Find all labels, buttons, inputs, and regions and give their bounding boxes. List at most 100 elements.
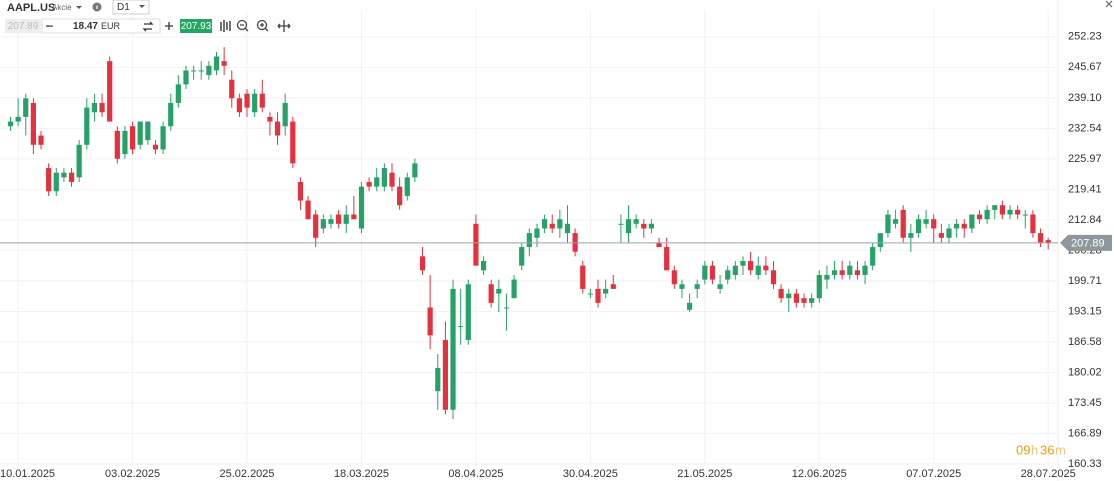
candle-body — [931, 219, 937, 229]
candle-body — [53, 172, 59, 192]
y-tick-label: 173.45 — [1068, 397, 1102, 409]
zoom-in-icon[interactable] — [256, 19, 268, 31]
candle-body — [358, 186, 365, 229]
chart-type-icon[interactable] — [220, 20, 231, 32]
countdown-h: h — [1031, 442, 1038, 457]
candle-body — [374, 177, 380, 187]
zoom-out-mark — [240, 24, 249, 32]
buy-button[interactable] — [180, 19, 212, 33]
candle-body — [114, 130, 120, 159]
y-tick-label: 232.54 — [1068, 122, 1102, 134]
candle-body — [618, 223, 624, 225]
candle-body — [915, 219, 922, 234]
candle-body — [885, 214, 891, 234]
candle-body — [389, 172, 395, 187]
plus-icon[interactable] — [165, 22, 173, 30]
candle-body — [23, 98, 29, 117]
candle-body — [679, 284, 685, 289]
amount: 18.47 — [73, 21, 98, 32]
candle-body — [480, 261, 487, 271]
candle-body — [999, 205, 1005, 215]
candle-body — [1030, 214, 1036, 234]
x-tick-label: 25.02.2025 — [219, 468, 274, 480]
candle-body — [107, 61, 113, 122]
candle-body — [816, 274, 822, 299]
candle-body — [335, 214, 342, 224]
candle-body — [542, 219, 548, 229]
candle-body — [221, 61, 227, 66]
timeframe-select[interactable] — [112, 0, 150, 15]
candle-body — [236, 98, 242, 113]
candle-body — [870, 247, 876, 266]
candle-body — [809, 298, 815, 303]
candle-body — [152, 144, 159, 150]
zoom-out-icon[interactable] — [236, 19, 248, 31]
info-icon-mark — [96, 5, 98, 9]
candle-body — [892, 219, 899, 224]
amount-field[interactable] — [41, 18, 161, 34]
candle-body — [580, 265, 586, 289]
countdown-m: m — [1055, 442, 1066, 457]
y-tick-label: 186.58 — [1068, 336, 1102, 348]
candle-body — [267, 116, 273, 122]
candle-body — [992, 205, 998, 210]
candle-body — [183, 70, 189, 85]
candle-body — [709, 265, 716, 280]
candle-body — [976, 214, 983, 220]
x-tick-label: 08.04.2025 — [448, 468, 503, 480]
symbol[interactable]: AAPL.US — [7, 2, 55, 14]
candle-body — [717, 284, 723, 289]
candle-body — [938, 233, 944, 238]
candle-body — [397, 186, 403, 206]
candle-body — [641, 223, 647, 229]
y-tick-label: 239.10 — [1068, 92, 1102, 104]
candle-body — [824, 274, 830, 280]
x-tick-label: 12.06.2025 — [792, 468, 847, 480]
countdown-minutes: 36 — [1040, 442, 1054, 457]
x-tick-label: 18.03.2025 — [334, 468, 389, 480]
candle-body — [702, 265, 708, 280]
candle-body — [366, 181, 372, 187]
candle-body — [534, 228, 540, 238]
candle-body — [145, 121, 151, 141]
candle-body — [946, 228, 952, 238]
candle-body — [175, 84, 181, 103]
close-icon[interactable] — [1105, 0, 1113, 8]
candle-body — [961, 223, 967, 229]
y-tick-label: 160.33 — [1068, 458, 1102, 470]
candle-body — [191, 70, 197, 72]
currency: EUR — [101, 21, 121, 31]
candle-body — [763, 265, 769, 271]
candle-body — [320, 219, 326, 229]
candle-body — [954, 223, 960, 229]
swap-icon[interactable] — [142, 21, 154, 32]
minus-icon[interactable] — [46, 25, 53, 27]
symbol-dropdown[interactable] — [76, 6, 82, 9]
candle-body — [404, 177, 410, 196]
y-tick-label: 225.97 — [1068, 153, 1102, 165]
candle-body — [15, 116, 21, 122]
candle-body — [671, 270, 677, 285]
y-tick-label: 180.02 — [1068, 366, 1102, 378]
candle-body — [557, 219, 563, 229]
candle-body — [160, 126, 166, 150]
timeframe-arrow — [139, 5, 145, 8]
candle-body — [656, 242, 662, 248]
candle-body — [900, 209, 906, 238]
zoom-in-mark — [260, 23, 269, 32]
candle-body — [526, 233, 532, 248]
candle-body — [61, 172, 67, 178]
candle-body — [595, 288, 601, 303]
candle-body — [465, 284, 471, 341]
candle-body — [740, 261, 746, 266]
candle-body — [664, 247, 670, 271]
pan-icon[interactable] — [277, 20, 291, 32]
candle-body — [427, 307, 433, 336]
candle-body — [419, 256, 426, 271]
plot: 160.33 166.89 173.45 180.02 186.58 193.15 199.… — [0, 10, 1112, 480]
candle-body — [519, 247, 525, 266]
sell-button[interactable] — [5, 19, 41, 33]
candle-body — [328, 219, 334, 224]
candle-body — [381, 168, 387, 187]
